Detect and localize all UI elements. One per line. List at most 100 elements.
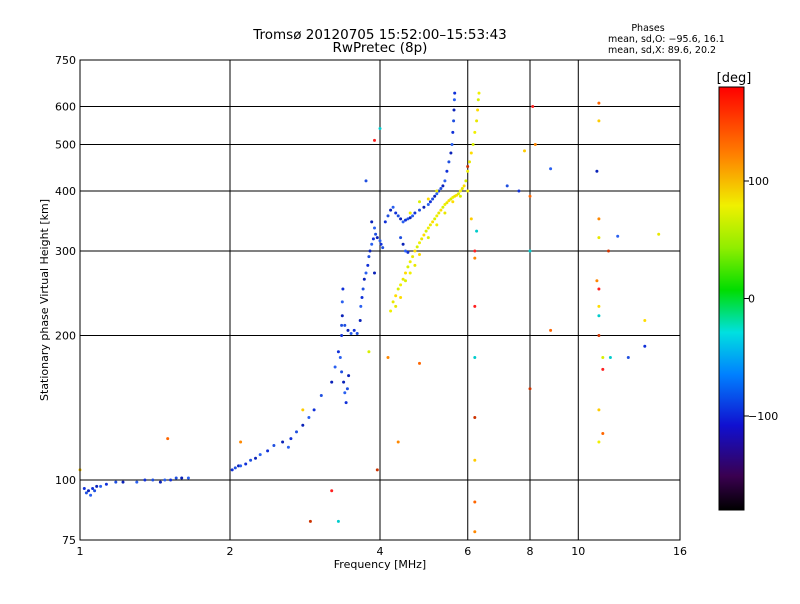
data-point-other xyxy=(473,458,477,462)
data-point-other xyxy=(607,249,610,253)
chart-title: Tromsø 20120705 15:52:00–15:53:43 xyxy=(252,27,507,43)
data-point-x xyxy=(431,220,435,224)
data-point-o xyxy=(266,449,270,453)
data-point-o xyxy=(399,236,403,240)
data-point-x xyxy=(469,151,473,155)
data-point-other xyxy=(239,440,243,444)
data-point-x xyxy=(422,233,426,237)
y-tick-label: 400 xyxy=(55,185,76,198)
data-point-o xyxy=(345,387,349,391)
data-point-x xyxy=(418,253,421,256)
data-point-o xyxy=(281,440,285,444)
data-points xyxy=(78,91,661,534)
data-point-other xyxy=(308,519,312,523)
phase-summary: Phases mean, sd,O: −95.6, 16.1 mean, sd,… xyxy=(608,23,725,56)
data-point-x xyxy=(435,223,439,227)
data-point-x xyxy=(411,255,415,259)
data-point-o xyxy=(121,480,125,484)
data-point-other xyxy=(473,249,477,253)
data-point-o xyxy=(549,167,553,171)
data-point-o xyxy=(371,237,375,241)
data-point-other xyxy=(473,304,477,308)
x-tick-label: 8 xyxy=(527,545,534,558)
data-point-x xyxy=(413,263,417,267)
data-point-x xyxy=(441,205,445,209)
data-point-o xyxy=(406,217,410,221)
data-point-o xyxy=(349,332,353,335)
y-tick-label: 75 xyxy=(62,534,76,547)
data-point-o xyxy=(366,263,370,267)
data-point-other xyxy=(597,119,601,123)
phase-summary-o: mean, sd,O: −95.6, 16.1 xyxy=(608,34,725,45)
data-point-o xyxy=(89,493,93,497)
data-point-x xyxy=(462,184,466,188)
data-point-o xyxy=(158,480,162,484)
data-point-x xyxy=(435,189,439,193)
data-point-o xyxy=(340,300,344,304)
data-point-o xyxy=(450,143,454,146)
data-point-o xyxy=(135,480,139,484)
data-point-x xyxy=(460,187,464,190)
data-point-o xyxy=(406,250,410,254)
data-point-o xyxy=(379,242,383,246)
data-point-o xyxy=(340,323,344,327)
data-point-x xyxy=(399,283,403,287)
data-point-o xyxy=(355,332,359,335)
data-point-other xyxy=(528,194,532,198)
data-point-x xyxy=(458,189,462,193)
data-point-o xyxy=(346,328,350,332)
data-point-x xyxy=(437,211,441,215)
data-point-o xyxy=(404,249,407,253)
data-point-o xyxy=(396,214,400,218)
data-point-o xyxy=(151,478,155,482)
chart-subtitle: RwPretec (8p) xyxy=(333,40,428,56)
data-point-x xyxy=(597,304,601,308)
data-point-other xyxy=(418,361,421,365)
data-point-o xyxy=(233,466,237,470)
colorbar-label: [deg] xyxy=(717,71,752,86)
data-point-x xyxy=(420,237,424,241)
data-point-o xyxy=(230,468,234,472)
data-point-x xyxy=(426,197,430,201)
data-point-o xyxy=(289,437,293,441)
data-point-o xyxy=(411,214,415,218)
data-point-o xyxy=(295,430,298,434)
data-point-o xyxy=(404,218,407,222)
data-point-other xyxy=(528,387,532,391)
data-point-x xyxy=(399,296,403,299)
data-point-x xyxy=(447,199,451,203)
data-point-x xyxy=(439,208,443,212)
data-point-other xyxy=(597,217,601,221)
data-point-x xyxy=(396,287,400,291)
data-point-o xyxy=(433,194,437,198)
data-point-o xyxy=(373,226,376,230)
plot-frame xyxy=(79,59,681,541)
data-point-other xyxy=(595,279,599,283)
data-point-x xyxy=(394,304,398,308)
data-point-other xyxy=(597,287,601,291)
data-point-o xyxy=(386,214,390,218)
data-point-x xyxy=(424,229,428,233)
data-point-o xyxy=(394,211,398,215)
y-tick-label: 500 xyxy=(55,139,76,152)
y-tick-label: 600 xyxy=(55,101,76,114)
data-point-o xyxy=(374,232,378,236)
data-point-other xyxy=(523,149,526,153)
colorbar-tick-label: −100 xyxy=(748,410,778,423)
data-point-o xyxy=(383,220,387,224)
data-point-o xyxy=(399,217,403,221)
data-point-x xyxy=(443,211,447,215)
y-axis-ticks: 75 100 200 300 400 500 600 750 xyxy=(55,54,76,547)
data-point-other xyxy=(597,101,601,105)
y-tick-label: 100 xyxy=(55,474,76,487)
data-point-o xyxy=(307,416,311,419)
data-point-o xyxy=(435,192,439,196)
data-point-other xyxy=(473,530,477,534)
data-point-other xyxy=(597,314,601,318)
data-point-o xyxy=(452,98,456,102)
data-point-x xyxy=(468,160,471,164)
data-point-o xyxy=(258,453,262,457)
data-point-o xyxy=(239,464,243,468)
data-point-x xyxy=(418,241,421,245)
data-point-other xyxy=(336,519,340,523)
